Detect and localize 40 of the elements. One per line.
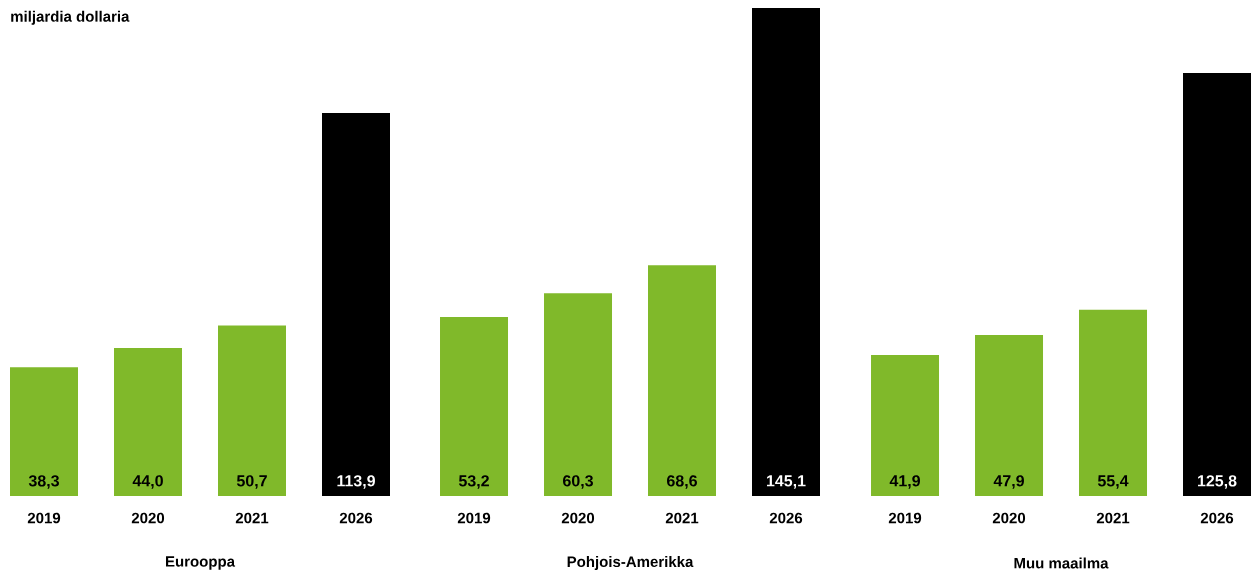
x-tick-label: 2020 [561, 512, 595, 524]
bar [440, 317, 509, 496]
data-label: 44,0 [132, 475, 163, 489]
bar [1183, 72, 1252, 496]
x-tick-label: 2026 [1200, 512, 1234, 524]
bar [1079, 309, 1148, 496]
x-tick-label: 2021 [235, 512, 269, 524]
data-label: 53,2 [458, 475, 489, 489]
bar [871, 355, 940, 496]
data-label: 113,9 [337, 475, 375, 489]
bar [544, 293, 613, 496]
bar [752, 7, 820, 496]
data-label: 41,9 [889, 475, 920, 489]
text: Pohjois-Amerikka [567, 556, 694, 570]
data-label: 68,6 [667, 475, 697, 489]
y-axis-title: miljardia dollaria [11, 10, 130, 25]
data-label: 60,3 [563, 475, 593, 489]
x-tick-label: 2026 [339, 512, 373, 524]
data-label: 50,7 [236, 475, 267, 489]
bar [10, 367, 79, 496]
x-tick-label: 2019 [888, 512, 922, 524]
data-label: 47,9 [993, 475, 1024, 489]
bar [975, 334, 1044, 496]
x-tick-label: 2021 [1096, 512, 1130, 524]
data-label: 55,4 [1097, 475, 1129, 489]
data-label: 145,1 [766, 475, 806, 489]
bar [218, 325, 286, 496]
x-tick-label: 2021 [665, 512, 699, 524]
bar [322, 112, 390, 496]
x-tick-label: 2019 [27, 512, 61, 524]
text: Eurooppa [166, 556, 236, 570]
bar [648, 265, 717, 496]
data-label: 125,8 [1197, 475, 1237, 489]
x-tick-label: 2020 [131, 512, 165, 524]
x-tick-label: 2020 [992, 512, 1026, 524]
x-tick-label: 2019 [457, 512, 491, 524]
bar [114, 348, 183, 496]
x-tick-label: 2026 [769, 512, 803, 524]
text: Muu maailma [1014, 557, 1109, 569]
data-label: 38,3 [28, 475, 59, 489]
